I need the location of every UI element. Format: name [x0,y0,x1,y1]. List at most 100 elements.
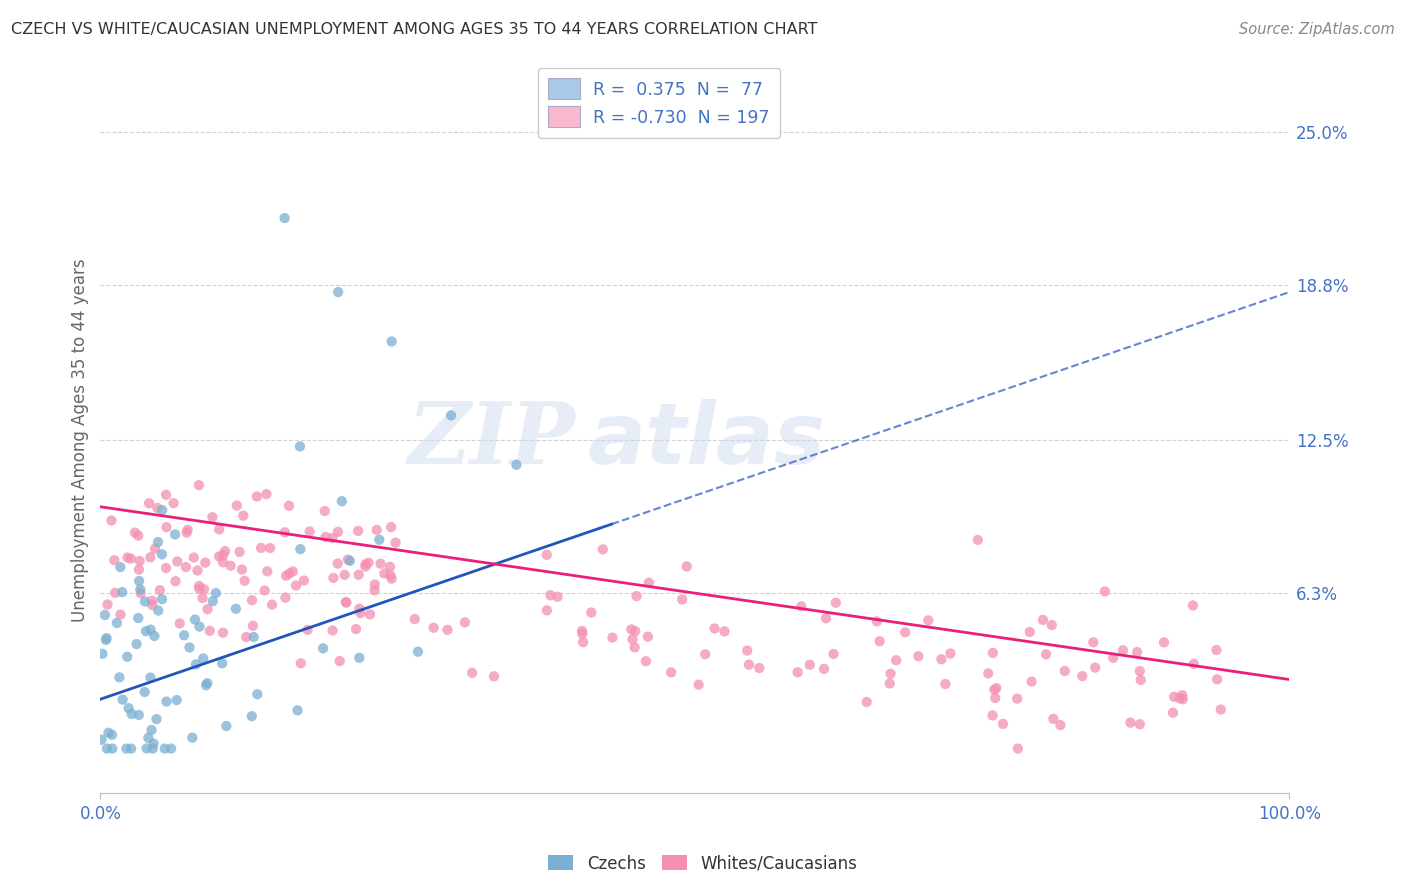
Y-axis label: Unemployment Among Ages 35 to 44 years: Unemployment Among Ages 35 to 44 years [72,259,89,622]
Point [335,596,357,610]
Point [1168,691,1191,706]
Point [91,647,114,661]
Point [602,631,624,645]
Point [436,623,458,637]
Point [571,624,593,638]
Point [290,542,312,557]
Point [101,728,124,742]
Point [917,614,939,628]
Point [274,591,297,605]
Point [380,568,402,582]
Point [381,334,404,349]
Point [188,619,211,633]
Point [1119,715,1142,730]
Point [547,590,569,604]
Point [143,629,166,643]
Point [274,525,297,540]
Point [339,554,361,568]
Point [934,677,956,691]
Point [326,285,349,299]
Point [146,535,169,549]
Point [165,574,187,589]
Point [197,602,219,616]
Point [879,676,901,690]
Point [225,499,247,513]
Point [250,541,273,555]
Point [215,719,238,733]
Point [240,593,263,607]
Point [96,741,118,756]
Point [150,503,173,517]
Point [94,632,117,647]
Point [1094,584,1116,599]
Point [1035,647,1057,661]
Point [139,550,162,565]
Point [184,613,207,627]
Point [1112,643,1135,657]
Point [335,595,357,609]
Point [186,564,208,578]
Point [786,665,808,680]
Point [184,657,207,672]
Point [336,552,359,566]
Point [179,640,201,655]
Point [240,709,263,723]
Point [738,657,761,672]
Point [292,574,315,588]
Point [101,741,124,756]
Point [322,571,344,585]
Point [349,650,371,665]
Point [187,478,209,492]
Point [347,524,370,538]
Point [1129,673,1152,687]
Point [907,649,929,664]
Point [120,551,142,566]
Point [146,500,169,515]
Point [1049,718,1071,732]
Point [96,631,118,645]
Point [330,494,353,508]
Point [1129,717,1152,731]
Point [1205,643,1227,657]
Point [620,623,643,637]
Point [193,582,215,597]
Point [127,611,149,625]
Point [312,641,335,656]
Point [162,496,184,510]
Point [1071,669,1094,683]
Point [626,589,648,603]
Point [150,547,173,561]
Point [274,568,297,582]
Point [748,661,770,675]
Point [1181,599,1204,613]
Point [181,731,204,745]
Point [166,554,188,568]
Point [225,602,247,616]
Point [315,530,337,544]
Point [165,527,187,541]
Point [211,657,233,671]
Point [194,556,217,570]
Point [1206,673,1229,687]
Point [329,654,352,668]
Point [298,524,321,539]
Point [634,654,657,668]
Text: Source: ZipAtlas.com: Source: ZipAtlas.com [1239,22,1395,37]
Point [357,556,380,570]
Point [111,585,134,599]
Point [321,531,343,545]
Point [349,606,371,620]
Point [233,574,256,588]
Point [571,626,593,640]
Point [1209,702,1232,716]
Point [572,635,595,649]
Point [141,593,163,607]
Point [104,586,127,600]
Point [592,542,614,557]
Point [1042,712,1064,726]
Text: CZECH VS WHITE/CAUCASIAN UNEMPLOYMENT AMONG AGES 35 TO 44 YEARS CORRELATION CHAR: CZECH VS WHITE/CAUCASIAN UNEMPLOYMENT AM… [11,22,818,37]
Point [344,622,367,636]
Point [675,559,697,574]
Point [121,706,143,721]
Point [149,583,172,598]
